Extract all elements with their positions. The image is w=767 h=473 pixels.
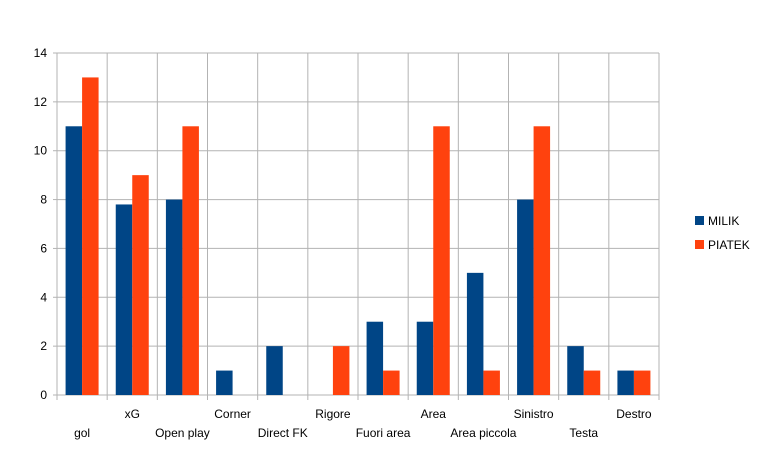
y-tick-label: 12 [34, 95, 48, 109]
bar-milik [366, 321, 384, 395]
bars [65, 77, 651, 396]
bar-milik [266, 346, 283, 395]
bar-piatek [483, 370, 500, 395]
bar-piatek [182, 126, 199, 396]
bar-piatek [132, 175, 149, 395]
y-tick-label: 0 [40, 388, 47, 402]
legend-swatch-piatek [695, 240, 704, 249]
y-tick-label: 4 [40, 290, 47, 304]
bar-milik [216, 370, 233, 395]
bar-milik [165, 199, 183, 395]
bar-milik [517, 199, 534, 395]
x-tick-label: Area [421, 407, 447, 421]
legend-swatch-milik [695, 216, 704, 225]
bar-piatek [583, 370, 601, 395]
legend-label-milik: MILIK [708, 214, 739, 228]
x-tick-label: Corner [214, 407, 251, 421]
bar-piatek [633, 370, 651, 395]
y-tick-label: 6 [40, 241, 47, 255]
legend-label-piatek: PIATEK [708, 238, 750, 252]
bar-piatek [383, 370, 400, 395]
bar-milik [466, 272, 484, 395]
x-tick-label: Open play [155, 426, 210, 440]
x-tick-label: Direct FK [258, 426, 308, 440]
x-tick-label: Testa [569, 426, 598, 440]
bar-piatek [533, 126, 551, 396]
bar-piatek [82, 77, 99, 395]
bar-piatek [332, 346, 350, 395]
bar-piatek [433, 126, 450, 396]
x-tick-label: gol [74, 426, 90, 440]
bar-milik [567, 346, 584, 395]
bar-milik [115, 204, 133, 395]
x-tick-label: Destro [616, 407, 652, 421]
x-tick-label: Sinistro [514, 407, 554, 421]
y-tick-label: 8 [40, 193, 47, 207]
y-tick-label: 14 [34, 46, 48, 60]
bar-milik [65, 126, 83, 396]
x-tick-label: Area piccola [450, 426, 516, 440]
x-tick-label: Rigore [315, 407, 351, 421]
axes: 0 2 4 6 8 10 12 14 gol xG Open play Corner Direct FK… [34, 46, 660, 440]
x-tick-label: Fuori area [356, 426, 411, 440]
x-tick-label: xG [125, 407, 140, 421]
y-tick-label: 10 [34, 144, 48, 158]
y-tick-label: 2 [40, 339, 47, 353]
bar-milik [416, 321, 434, 395]
gridlines [56, 52, 660, 396]
bar-milik [617, 370, 634, 395]
legend: MILIK PIATEK [695, 214, 750, 252]
